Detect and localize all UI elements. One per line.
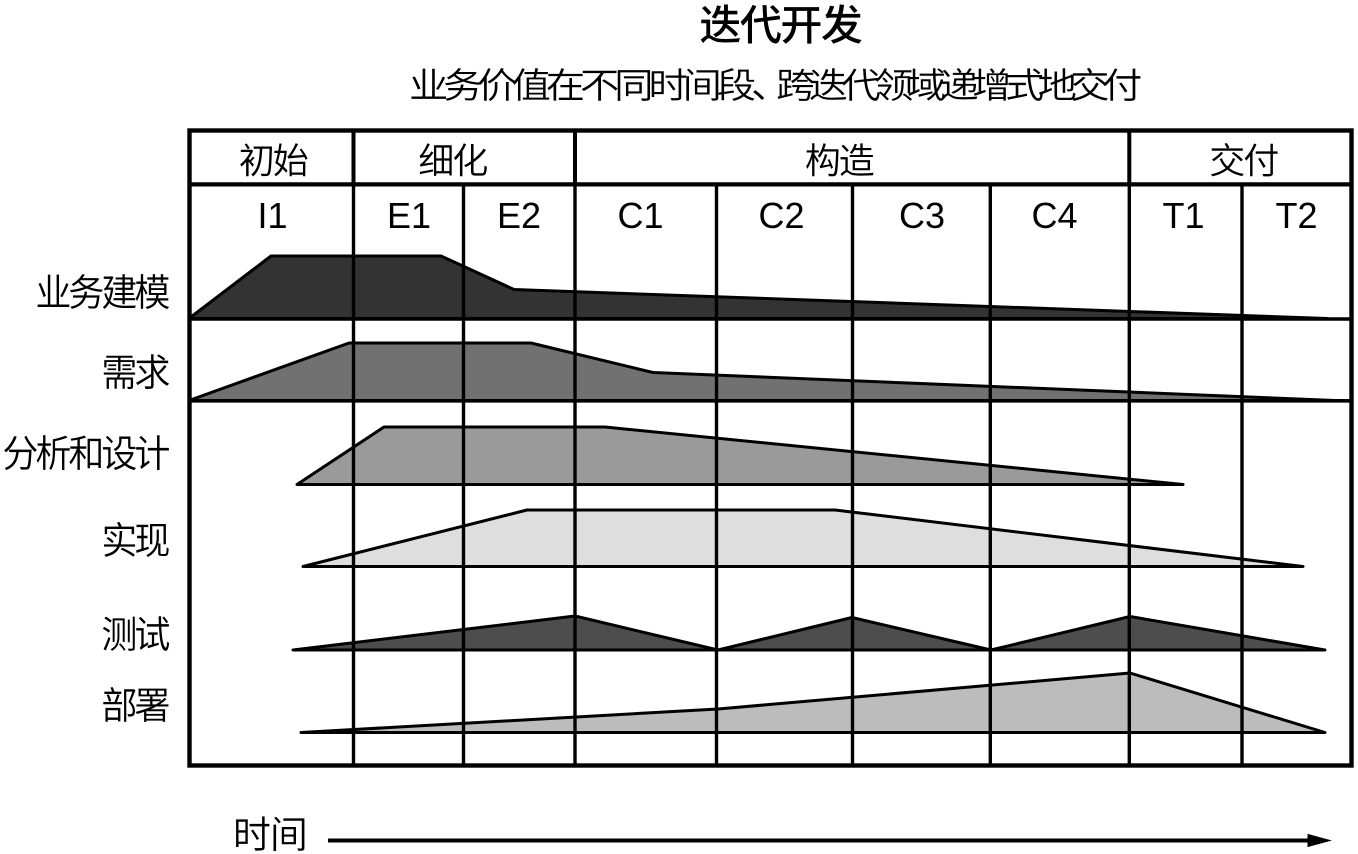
svg-text:I1: I1 (257, 195, 287, 236)
svg-text:C2: C2 (758, 195, 804, 236)
svg-text:C4: C4 (1031, 195, 1077, 236)
svg-text:T2: T2 (1275, 195, 1317, 236)
svg-text:E2: E2 (497, 195, 541, 236)
svg-text:C3: C3 (899, 195, 945, 236)
svg-text:C1: C1 (617, 195, 663, 236)
svg-text:E1: E1 (387, 195, 431, 236)
svg-text:T1: T1 (1162, 195, 1204, 236)
